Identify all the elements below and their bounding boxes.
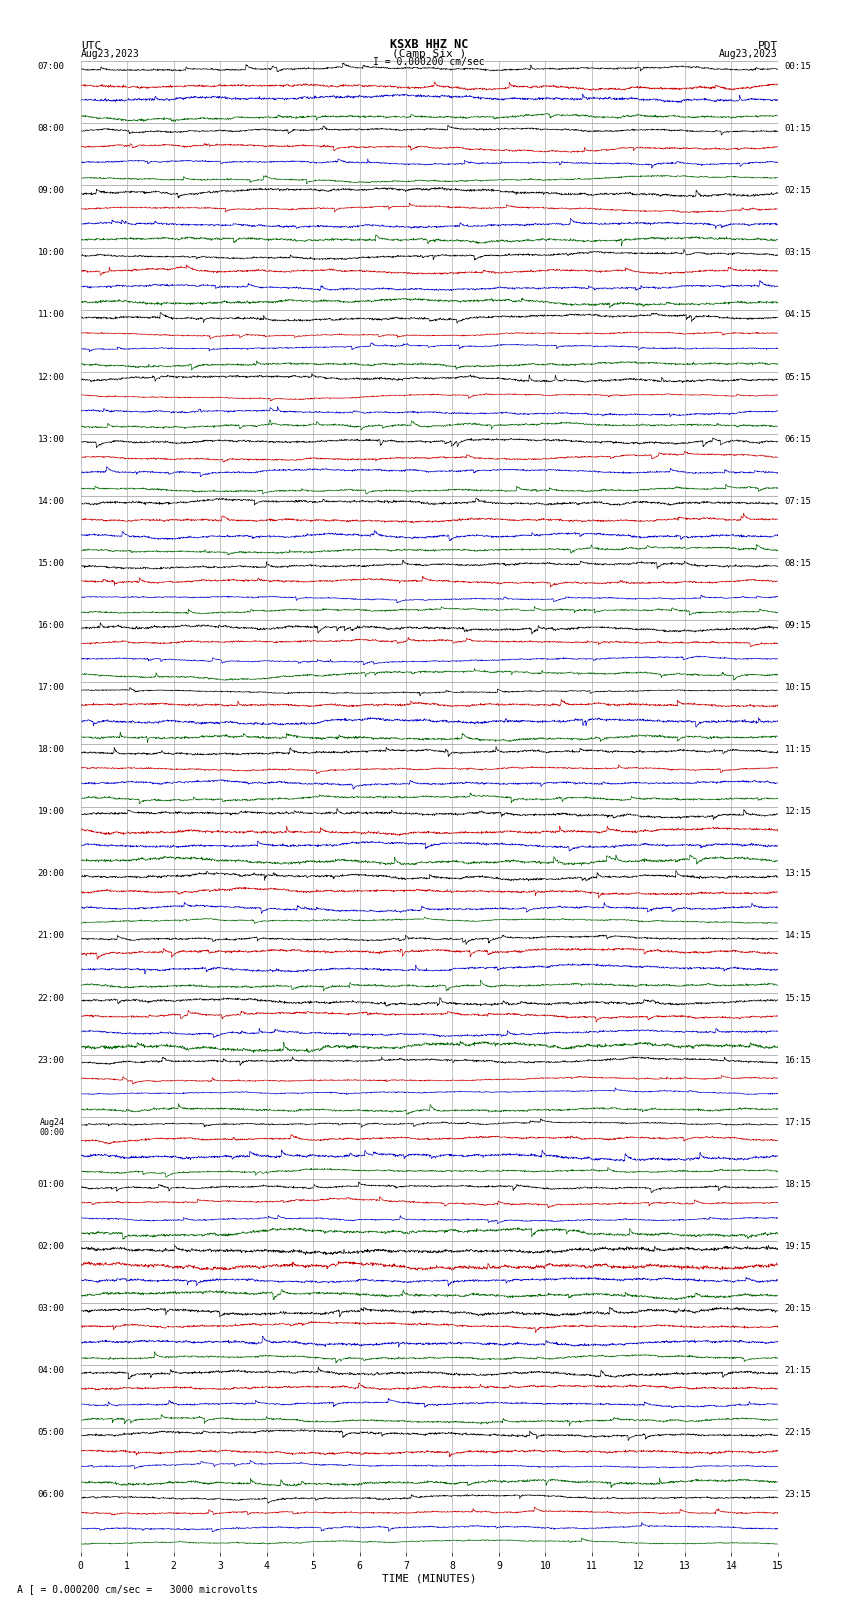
Text: 15:00: 15:00: [37, 558, 65, 568]
Text: 14:15: 14:15: [785, 931, 812, 940]
Text: 19:00: 19:00: [37, 806, 65, 816]
Text: 21:00: 21:00: [37, 931, 65, 940]
Text: I = 0.000200 cm/sec: I = 0.000200 cm/sec: [373, 56, 485, 66]
Text: 06:15: 06:15: [785, 434, 812, 444]
Text: 17:00: 17:00: [37, 682, 65, 692]
Text: 20:15: 20:15: [785, 1303, 812, 1313]
Text: KSXB HHZ NC: KSXB HHZ NC: [390, 37, 468, 50]
Text: 21:15: 21:15: [785, 1366, 812, 1376]
Text: PDT: PDT: [757, 40, 778, 50]
Text: 07:00: 07:00: [37, 61, 65, 71]
Text: (Camp Six ): (Camp Six ): [392, 48, 467, 58]
Text: 06:00: 06:00: [37, 1490, 65, 1500]
Text: 18:00: 18:00: [37, 745, 65, 755]
Text: 10:15: 10:15: [785, 682, 812, 692]
Text: 22:15: 22:15: [785, 1428, 812, 1437]
Text: 19:15: 19:15: [785, 1242, 812, 1252]
Text: 23:00: 23:00: [37, 1055, 65, 1065]
Text: 15:15: 15:15: [785, 994, 812, 1003]
Text: 01:00: 01:00: [37, 1179, 65, 1189]
Text: 05:15: 05:15: [785, 373, 812, 382]
Text: Aug23,2023: Aug23,2023: [81, 48, 139, 58]
Text: 23:15: 23:15: [785, 1490, 812, 1500]
Text: 13:15: 13:15: [785, 869, 812, 879]
Text: 03:15: 03:15: [785, 248, 812, 258]
Text: 12:00: 12:00: [37, 373, 65, 382]
Text: UTC: UTC: [81, 40, 101, 50]
Text: 18:15: 18:15: [785, 1179, 812, 1189]
Text: 12:15: 12:15: [785, 806, 812, 816]
Text: Aug23,2023: Aug23,2023: [719, 48, 778, 58]
Text: 05:00: 05:00: [37, 1428, 65, 1437]
Text: 16:15: 16:15: [785, 1055, 812, 1065]
Text: 16:00: 16:00: [37, 621, 65, 631]
Text: 10:00: 10:00: [37, 248, 65, 258]
Text: 01:15: 01:15: [785, 124, 812, 134]
Text: 08:15: 08:15: [785, 558, 812, 568]
Text: Aug24
00:00: Aug24 00:00: [39, 1118, 65, 1137]
Text: 04:00: 04:00: [37, 1366, 65, 1376]
Text: 13:00: 13:00: [37, 434, 65, 444]
Text: 20:00: 20:00: [37, 869, 65, 879]
Text: 07:15: 07:15: [785, 497, 812, 506]
Text: 02:15: 02:15: [785, 185, 812, 195]
Text: 22:00: 22:00: [37, 994, 65, 1003]
Text: 09:15: 09:15: [785, 621, 812, 631]
Text: 00:15: 00:15: [785, 61, 812, 71]
Text: 11:15: 11:15: [785, 745, 812, 755]
Text: 09:00: 09:00: [37, 185, 65, 195]
Text: 08:00: 08:00: [37, 124, 65, 134]
Text: 02:00: 02:00: [37, 1242, 65, 1252]
Text: 17:15: 17:15: [785, 1118, 812, 1127]
X-axis label: TIME (MINUTES): TIME (MINUTES): [382, 1574, 477, 1584]
Text: 04:15: 04:15: [785, 310, 812, 319]
Text: 11:00: 11:00: [37, 310, 65, 319]
Text: 03:00: 03:00: [37, 1303, 65, 1313]
Text: 14:00: 14:00: [37, 497, 65, 506]
Text: A [ = 0.000200 cm/sec =   3000 microvolts: A [ = 0.000200 cm/sec = 3000 microvolts: [17, 1584, 258, 1594]
